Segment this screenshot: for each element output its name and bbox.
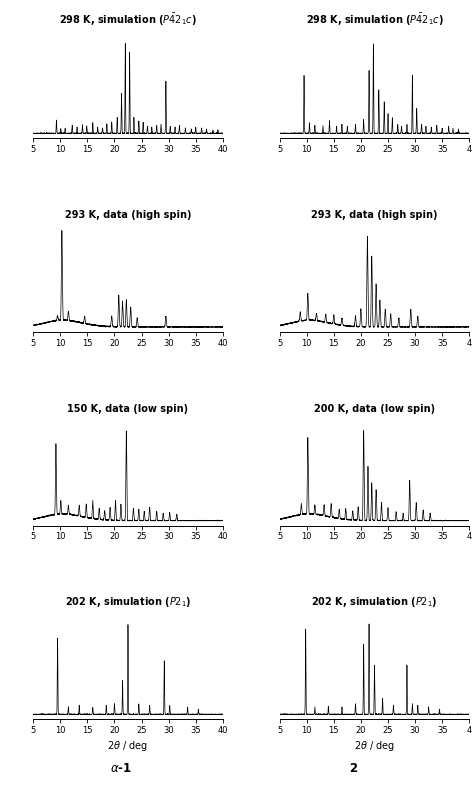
Text: 2: 2 (349, 762, 357, 775)
Text: $\alpha$-1: $\alpha$-1 (110, 762, 132, 775)
X-axis label: 2$\theta$ / deg: 2$\theta$ / deg (108, 740, 148, 753)
Title: 293 K, data (high spin): 293 K, data (high spin) (65, 211, 191, 220)
Title: 298 K, simulation ($P\bar{4}2_1c$): 298 K, simulation ($P\bar{4}2_1c$) (59, 12, 197, 28)
Title: 150 K, data (low spin): 150 K, data (low spin) (67, 404, 189, 414)
Title: 200 K, data (low spin): 200 K, data (low spin) (314, 404, 435, 414)
Title: 202 K, simulation ($P2_1$): 202 K, simulation ($P2_1$) (311, 594, 438, 608)
Title: 298 K, simulation ($P\bar{4}2_1c$): 298 K, simulation ($P\bar{4}2_1c$) (306, 12, 443, 28)
Title: 293 K, data (high spin): 293 K, data (high spin) (311, 211, 438, 220)
X-axis label: 2$\theta$ / deg: 2$\theta$ / deg (354, 740, 395, 753)
Title: 202 K, simulation ($P2_1$): 202 K, simulation ($P2_1$) (65, 594, 191, 608)
